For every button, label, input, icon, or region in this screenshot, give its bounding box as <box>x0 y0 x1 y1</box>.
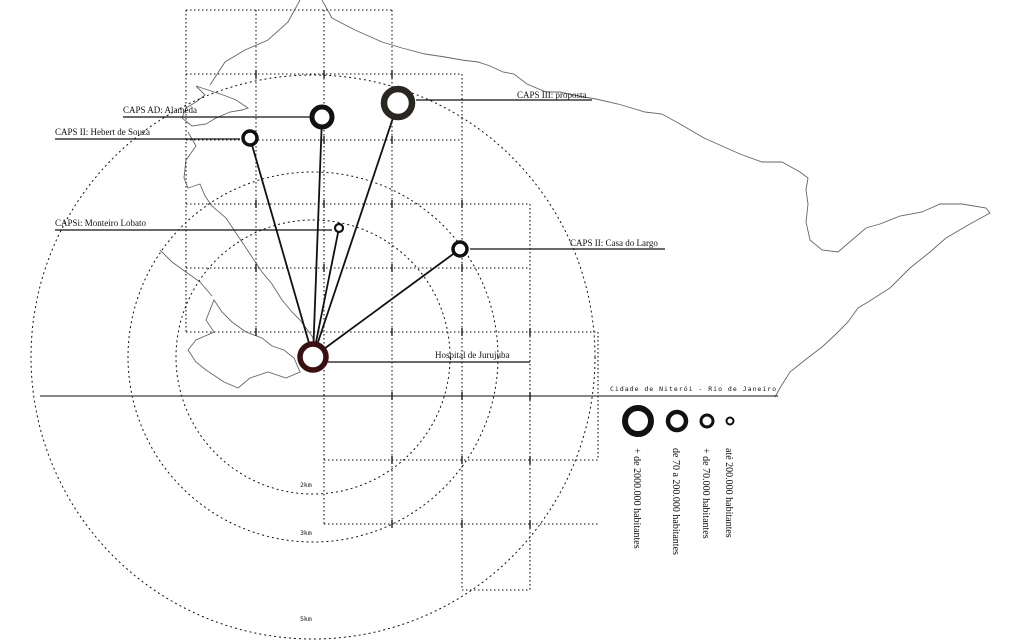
coastline <box>159 0 991 398</box>
radius-circles <box>30 74 596 640</box>
marker-caps-ii-largo <box>451 240 469 258</box>
legend-label-2: de 70 a 200.000 habitantes <box>670 448 681 555</box>
legend-symbol-4 <box>725 416 735 426</box>
label-hospital: Hospital de Jurujuba <box>435 350 510 360</box>
connector-lines <box>249 102 461 358</box>
legend-symbol-2 <box>665 409 689 433</box>
label-caps-iii: CAPS III: proposta <box>517 90 587 100</box>
marker-caps-iii <box>380 85 416 121</box>
label-caps-ii-hebert: CAPS II: Hebert de Souza <box>55 127 150 137</box>
radius-label-3km: 3km <box>300 529 312 537</box>
legend-label-4: até 200.000 habitantes <box>723 448 734 538</box>
legend-symbol-3 <box>699 413 715 429</box>
radius-label-2km: 2km <box>300 481 312 489</box>
label-capsi: CAPSi: Monteiro Lobato <box>55 218 147 228</box>
legend-label-3: + de 70.000 habitantes <box>700 448 711 539</box>
facility-markers <box>241 85 469 373</box>
label-caps-ad: CAPS AD: Alameda <box>123 105 197 115</box>
marker-hospital <box>297 341 329 373</box>
legend: + de 2000.000 habitantes de 70 a 200.000… <box>622 405 735 555</box>
marker-capsi <box>333 222 345 234</box>
radius-circle-3km <box>127 171 499 543</box>
legend-label-1: + de 2000.000 habitantes <box>631 448 642 549</box>
radius-label-5km: 5km <box>300 615 312 623</box>
radius-circle-2km <box>175 219 451 495</box>
leader-lines <box>55 99 665 363</box>
marker-caps-ad <box>309 104 335 130</box>
marker-caps-ii-hebert <box>241 129 259 147</box>
region-label: Cidade de Niterói - Rio de Janeiro <box>610 385 777 393</box>
radius-circle-5km <box>30 74 596 640</box>
legend-symbol-1 <box>622 405 654 437</box>
label-caps-ii-largo: CAPS II: Casa do Largo <box>570 238 658 248</box>
